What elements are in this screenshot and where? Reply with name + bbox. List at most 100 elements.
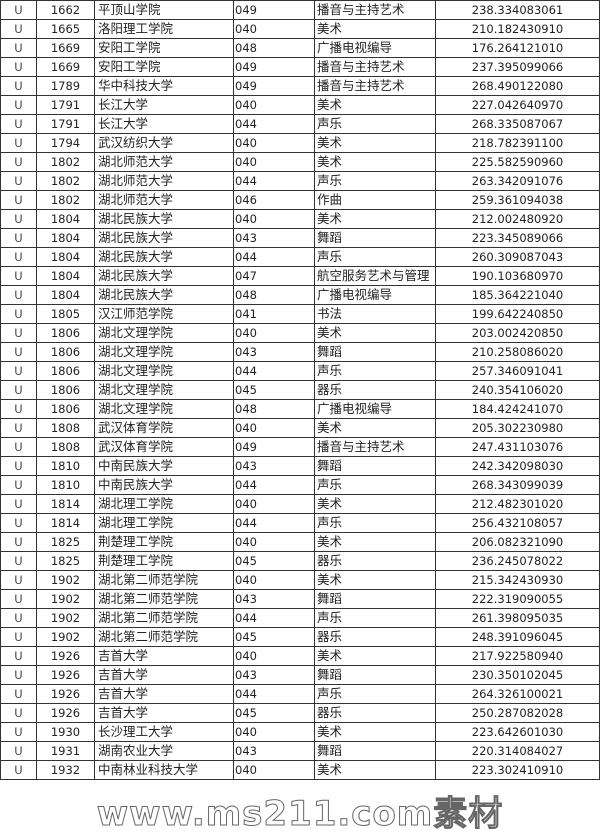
school-name-cell: 湖北文理学院: [94, 399, 234, 419]
school-code-cell: 1789: [36, 76, 95, 96]
score-cell: 217.922580940: [435, 646, 600, 666]
major-code-cell: 043: [233, 228, 315, 248]
major-name-cell: 声乐: [314, 361, 436, 381]
score-cell: 206.082321090: [435, 532, 600, 552]
major-name-cell: 舞蹈: [314, 342, 436, 362]
major-name-cell: 播音与主持艺术: [314, 57, 436, 77]
table-row: U 1902 湖北第二师范学院 040 美术 215.342430930: [0, 570, 600, 590]
major-name-cell: 书法: [314, 304, 436, 324]
school-name-cell: 吉首大学: [94, 684, 234, 704]
major-name-cell: 美术: [314, 570, 436, 590]
score-cell: 212.002480920: [435, 209, 600, 229]
major-name-cell: 舞蹈: [314, 665, 436, 685]
school-name-cell: 荆楚理工学院: [94, 551, 234, 571]
major-code-cell: 043: [233, 741, 315, 761]
school-code-cell: 1902: [36, 589, 95, 609]
table-row: U 1932 中南林业科技大学 040 美术 223.302410910: [0, 760, 600, 780]
batch-cell: U: [0, 133, 37, 153]
school-name-cell: 湖北师范大学: [94, 152, 234, 172]
batch-cell: U: [0, 399, 37, 419]
major-code-cell: 040: [233, 323, 315, 343]
table-row: U 1789 华中科技大学 049 播音与主持艺术 268.490122080: [0, 76, 600, 96]
admission-score-table: U 1662 平顶山学院 049 播音与主持艺术 238.334083061 U 1665 洛阳…: [0, 0, 600, 780]
batch-cell: U: [0, 532, 37, 552]
major-name-cell: 广播电视编导: [314, 38, 436, 58]
major-name-cell: 美术: [314, 494, 436, 514]
score-cell: 190.103680970: [435, 266, 600, 286]
batch-cell: U: [0, 19, 37, 39]
school-name-cell: 湖北民族大学: [94, 285, 234, 305]
school-code-cell: 1802: [36, 171, 95, 191]
major-name-cell: 美术: [314, 532, 436, 552]
table-row: U 1806 湖北文理学院 040 美术 203.002420850: [0, 323, 600, 343]
school-name-cell: 洛阳理工学院: [94, 19, 234, 39]
major-code-cell: 040: [233, 209, 315, 229]
school-code-cell: 1926: [36, 703, 95, 723]
score-cell: 203.002420850: [435, 323, 600, 343]
school-code-cell: 1810: [36, 475, 95, 495]
table-row: U 1804 湖北民族大学 040 美术 212.002480920: [0, 209, 600, 229]
school-name-cell: 中南林业科技大学: [94, 760, 234, 780]
school-name-cell: 武汉纺织大学: [94, 133, 234, 153]
school-name-cell: 湖北师范大学: [94, 171, 234, 191]
table-row: U 1802 湖北师范大学 040 美术 225.582590960: [0, 152, 600, 172]
score-cell: 268.335087067: [435, 114, 600, 134]
score-cell: 250.287082028: [435, 703, 600, 723]
major-name-cell: 声乐: [314, 513, 436, 533]
batch-cell: U: [0, 570, 37, 590]
school-name-cell: 湖北第二师范学院: [94, 608, 234, 628]
school-code-cell: 1902: [36, 608, 95, 628]
school-code-cell: 1804: [36, 266, 95, 286]
batch-cell: U: [0, 285, 37, 305]
major-code-cell: 045: [233, 627, 315, 647]
batch-cell: U: [0, 456, 37, 476]
major-code-cell: 049: [233, 0, 315, 20]
major-code-cell: 044: [233, 684, 315, 704]
school-code-cell: 1791: [36, 95, 95, 115]
score-cell: 261.398095035: [435, 608, 600, 628]
score-cell: 264.326100021: [435, 684, 600, 704]
score-cell: 256.432108057: [435, 513, 600, 533]
batch-cell: U: [0, 589, 37, 609]
batch-cell: U: [0, 741, 37, 761]
school-name-cell: 武汉体育学院: [94, 437, 234, 457]
table-row: U 1926 吉首大学 045 器乐 250.287082028: [0, 703, 600, 723]
school-code-cell: 1806: [36, 399, 95, 419]
score-cell: 176.264121010: [435, 38, 600, 58]
score-cell: 247.431103076: [435, 437, 600, 457]
school-code-cell: 1814: [36, 513, 95, 533]
score-cell: 210.258086020: [435, 342, 600, 362]
batch-cell: U: [0, 152, 37, 172]
table-row: U 1808 武汉体育学院 049 播音与主持艺术 247.431103076: [0, 437, 600, 457]
school-name-cell: 湖北第二师范学院: [94, 570, 234, 590]
batch-cell: U: [0, 418, 37, 438]
school-code-cell: 1791: [36, 114, 95, 134]
school-name-cell: 湖北民族大学: [94, 228, 234, 248]
major-name-cell: 美术: [314, 133, 436, 153]
score-cell: 259.361094038: [435, 190, 600, 210]
score-cell: 257.346091041: [435, 361, 600, 381]
batch-cell: U: [0, 228, 37, 248]
major-name-cell: 器乐: [314, 627, 436, 647]
batch-cell: U: [0, 722, 37, 742]
school-name-cell: 吉首大学: [94, 703, 234, 723]
score-cell: 268.343099039: [435, 475, 600, 495]
score-cell: 223.345089066: [435, 228, 600, 248]
major-name-cell: 器乐: [314, 703, 436, 723]
school-name-cell: 湖北文理学院: [94, 380, 234, 400]
major-name-cell: 美术: [314, 418, 436, 438]
score-cell: 218.782391100: [435, 133, 600, 153]
school-name-cell: 中南民族大学: [94, 456, 234, 476]
table-row: U 1810 中南民族大学 043 舞蹈 242.342098030: [0, 456, 600, 476]
table-row: U 1802 湖北师范大学 046 作曲 259.361094038: [0, 190, 600, 210]
major-code-cell: 048: [233, 285, 315, 305]
batch-cell: U: [0, 209, 37, 229]
major-code-cell: 044: [233, 247, 315, 267]
table-row: U 1814 湖北理工学院 040 美术 212.482301020: [0, 494, 600, 514]
school-name-cell: 湖南农业大学: [94, 741, 234, 761]
table-row: U 1806 湖北文理学院 045 器乐 240.354106020: [0, 380, 600, 400]
major-name-cell: 声乐: [314, 608, 436, 628]
school-name-cell: 湖北民族大学: [94, 247, 234, 267]
major-code-cell: 040: [233, 19, 315, 39]
major-code-cell: 049: [233, 57, 315, 77]
